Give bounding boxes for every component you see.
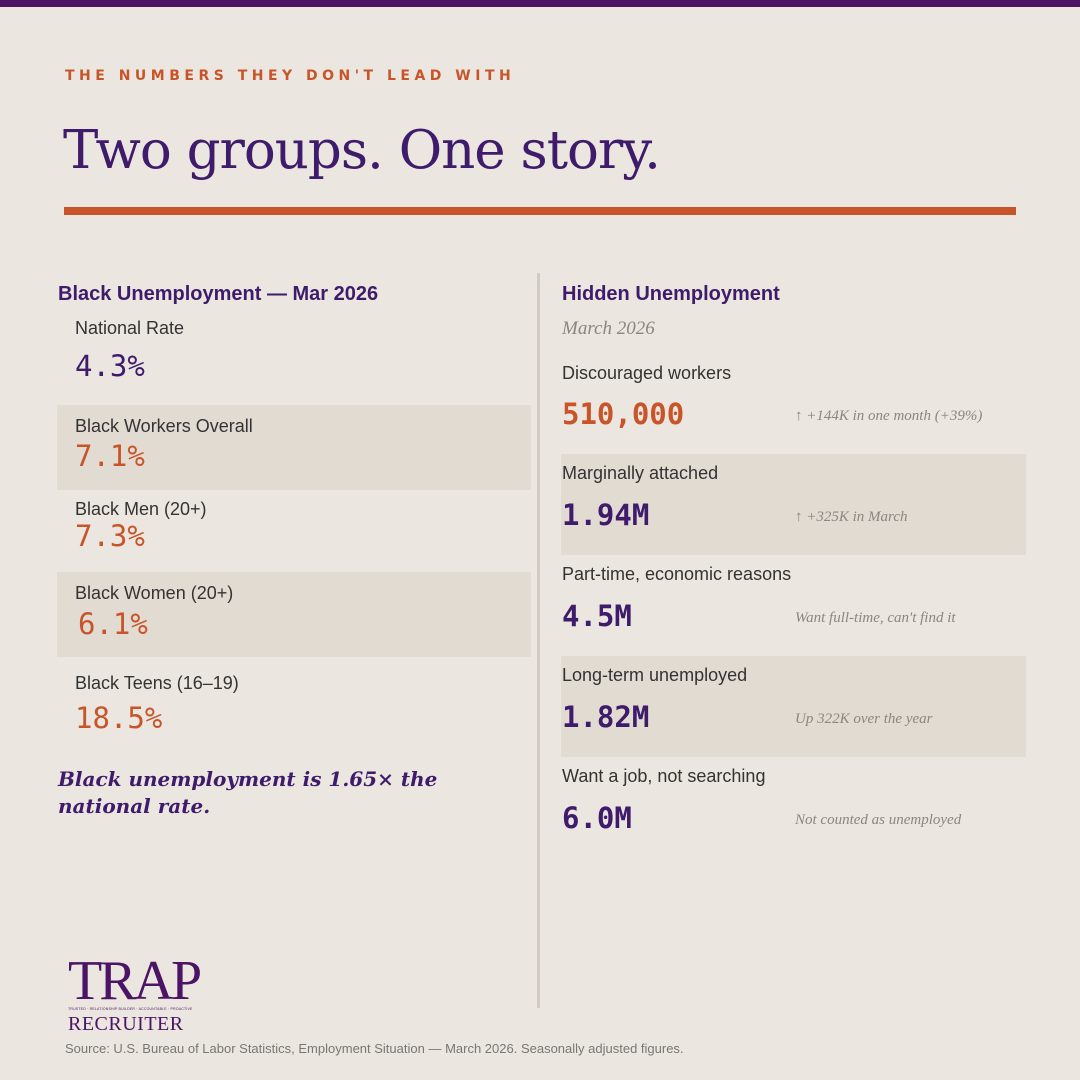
stat-label: National Rate [75, 318, 185, 338]
row-value: 1.82M [562, 700, 650, 734]
logo-sub: RECRUITER [68, 1013, 184, 1035]
row-discouraged-workers: Discouraged workers 510,000 ↑ +144K in o… [561, 354, 1026, 454]
row-long-term-unemployed: Long-term unemployed 1.82M Up 322K over … [561, 656, 1026, 757]
page-title: Two groups. One story. [63, 120, 661, 181]
stat-black-men: Black Men (20+) 7.3% [57, 490, 531, 572]
stat-black-women: Black Women (20+) 6.1% [57, 572, 531, 657]
row-value: 510,000 [562, 397, 685, 431]
row-note: ↑ +325K in March [795, 509, 908, 525]
stat-black-workers-overall: Black Workers Overall 7.1% [57, 405, 531, 490]
right-heading: Hidden Unemployment [562, 283, 780, 305]
row-value: 4.5M [562, 599, 632, 633]
stat-label: Black Workers Overall [75, 416, 253, 436]
row-part-time-economic: Part-time, economic reasons 4.5M Want fu… [561, 555, 1026, 656]
row-marginally-attached: Marginally attached 1.94M ↑ +325K in Mar… [561, 454, 1026, 555]
row-label: Discouraged workers [562, 363, 732, 383]
row-note: ↑ +144K in one month (+39%) [795, 408, 983, 424]
stat-value: 6.1% [78, 607, 148, 641]
row-note: Want full-time, can't find it [795, 610, 956, 626]
stat-black-teens: Black Teens (16–19) 18.5% [57, 657, 531, 747]
row-want-job-not-searching: Want a job, not searching 6.0M Not count… [561, 757, 1026, 858]
logo-main: TRAP [68, 950, 202, 1012]
column-divider [537, 273, 540, 1008]
right-subheading: March 2026 [562, 318, 655, 339]
row-value: 6.0M [562, 801, 632, 835]
row-note: Not counted as unemployed [795, 812, 962, 828]
stat-value: 7.1% [75, 439, 145, 473]
trap-recruiter-logo: TRAP TRUSTED · RELATIONSHIP BUILDER · AC… [68, 950, 268, 1036]
source-note: Source: U.S. Bureau of Labor Statistics,… [65, 1041, 684, 1056]
insight-text: Black unemployment is 1.65× the national… [58, 767, 438, 818]
stat-label: Black Men (20+) [75, 499, 207, 519]
stat-national-rate: National Rate 4.3% [57, 312, 531, 398]
logo-tagline: TRUSTED · RELATIONSHIP BUILDER · ACCOUNT… [68, 1007, 192, 1011]
stat-value: 18.5% [75, 701, 163, 735]
stat-label: Black Teens (16–19) [75, 673, 239, 693]
row-label: Marginally attached [562, 463, 719, 483]
stat-label: Black Women (20+) [75, 583, 234, 603]
left-heading: Black Unemployment — Mar 2026 [58, 283, 379, 305]
stat-value: 7.3% [75, 519, 145, 553]
row-label: Long-term unemployed [562, 665, 748, 685]
row-value: 1.94M [562, 498, 650, 532]
row-note: Up 322K over the year [795, 711, 933, 727]
kicker-label: THE NUMBERS THEY DON'T LEAD WITH [65, 68, 516, 84]
top-accent-bar [0, 0, 1080, 7]
title-rule [64, 207, 1016, 215]
stat-value: 4.3% [75, 349, 145, 383]
row-label: Want a job, not searching [562, 766, 766, 786]
row-label: Part-time, economic reasons [562, 564, 792, 584]
